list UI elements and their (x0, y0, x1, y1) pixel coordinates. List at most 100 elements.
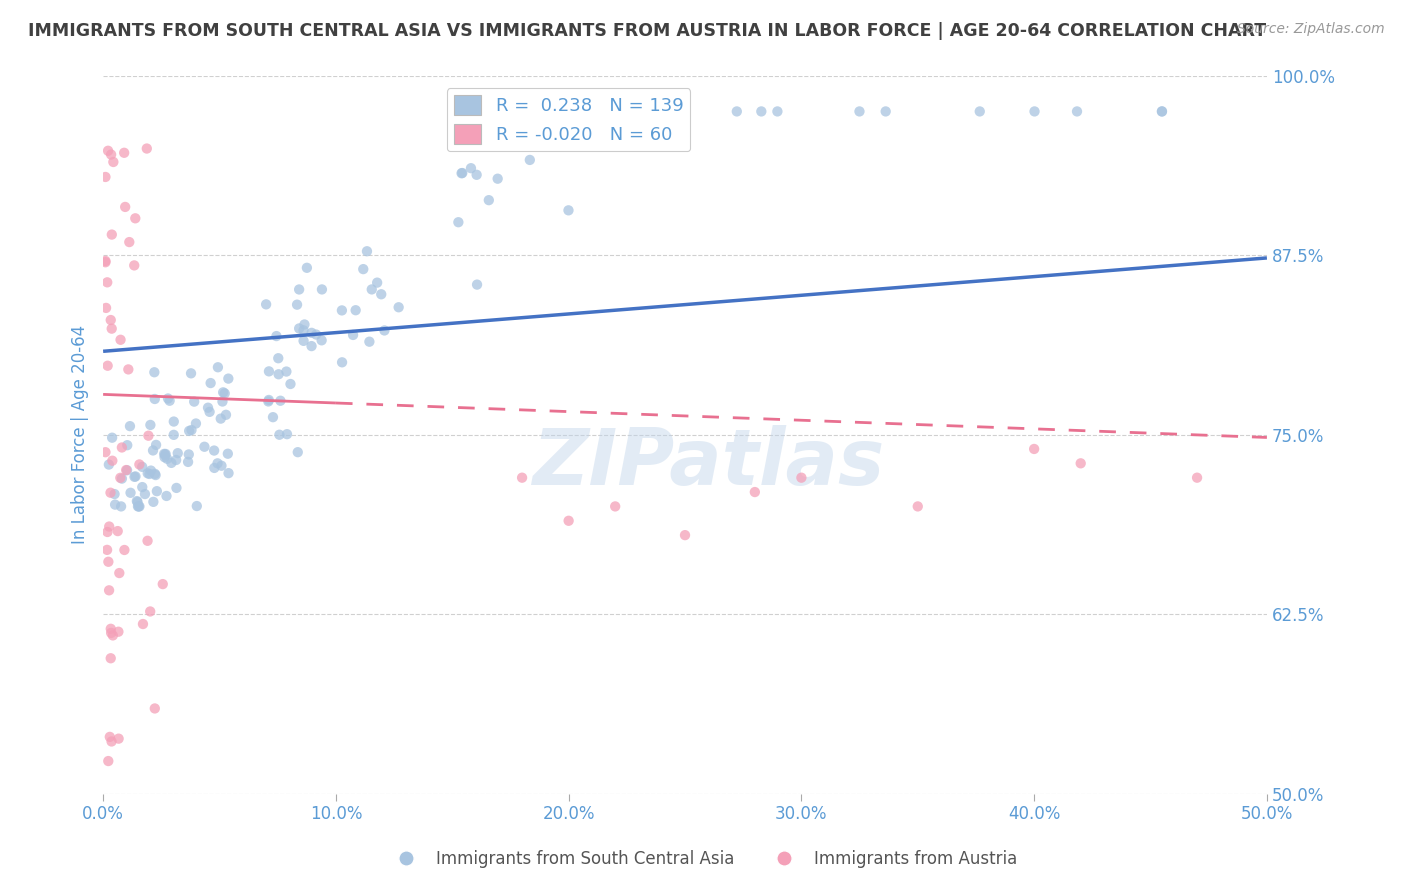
Point (262, 410, 284, 425)
Point (451, 166, 474, 180)
Point (589, 104, 612, 119)
Point (450, 166, 472, 180)
Point (179, 424, 201, 438)
Point (100, 651, 122, 665)
Point (276, 365, 298, 379)
Point (460, 161, 482, 176)
Point (100, 485, 122, 500)
Point (498, 136, 520, 151)
Point (766, 104, 789, 119)
Point (668, 104, 690, 119)
Point (266, 329, 288, 343)
Point (94, 169, 117, 184)
Point (330, 355, 353, 369)
Point (107, 731, 129, 746)
Point (287, 445, 309, 459)
Point (97, 144, 120, 158)
Point (112, 145, 135, 160)
Point (138, 467, 160, 481)
Text: ZIPatlas: ZIPatlas (531, 425, 884, 501)
Point (166, 446, 188, 460)
Point (790, 471, 813, 485)
Point (209, 411, 232, 425)
Point (212, 385, 235, 400)
Point (155, 489, 177, 503)
Point (1185, 471, 1208, 485)
Point (214, 386, 236, 401)
Point (97, 754, 120, 768)
Point (111, 441, 134, 455)
Point (1150, 104, 1173, 119)
Point (110, 500, 132, 514)
Point (1024, 104, 1046, 119)
Point (301, 326, 323, 340)
Point (342, 328, 364, 343)
Point (186, 499, 208, 513)
Point (100, 622, 122, 636)
Point (215, 408, 238, 422)
Point (280, 376, 302, 391)
Point (110, 471, 132, 485)
Point (100, 321, 122, 335)
Y-axis label: In Labor Force | Age 20-64: In Labor Force | Age 20-64 (72, 325, 89, 544)
Point (100, 147, 122, 161)
Point (100, 626, 122, 640)
Point (969, 104, 991, 119)
Point (848, 104, 870, 119)
Point (94, 445, 117, 459)
Point (288, 321, 311, 335)
Point (1070, 456, 1092, 470)
Point (163, 415, 186, 429)
Point (111, 472, 134, 486)
Point (744, 485, 766, 500)
Point (131, 480, 153, 494)
Point (269, 427, 291, 442)
Point (269, 393, 291, 408)
Point (725, 104, 748, 119)
Point (217, 447, 239, 461)
Point (197, 401, 219, 415)
Point (124, 469, 146, 483)
Point (352, 262, 374, 277)
Point (100, 734, 122, 748)
Point (160, 456, 183, 470)
Point (294, 318, 316, 332)
Point (138, 428, 160, 442)
Point (557, 203, 579, 218)
Point (143, 701, 166, 715)
Point (145, 468, 167, 483)
Point (112, 543, 135, 558)
Point (211, 458, 233, 473)
Point (465, 277, 488, 292)
Point (218, 466, 240, 480)
Point (276, 427, 298, 442)
Point (465, 168, 488, 182)
Point (605, 500, 627, 514)
Point (202, 443, 225, 458)
Point (254, 297, 277, 311)
Legend: R =  0.238   N = 139, R = -0.020   N = 60: R = 0.238 N = 139, R = -0.020 N = 60 (447, 88, 690, 152)
Point (139, 464, 162, 478)
Point (628, 104, 651, 119)
Point (606, 104, 628, 119)
Point (673, 528, 696, 542)
Point (177, 447, 200, 461)
Point (163, 428, 186, 442)
Point (96, 542, 118, 557)
Point (139, 604, 162, 618)
Point (94, 301, 117, 315)
Point (131, 459, 153, 474)
Point (96, 276, 118, 290)
Point (117, 438, 139, 452)
Point (97, 458, 120, 472)
Point (143, 392, 166, 406)
Point (142, 443, 165, 458)
Point (292, 323, 315, 337)
Point (101, 227, 124, 242)
Point (118, 419, 141, 434)
Point (295, 260, 318, 275)
Point (519, 153, 541, 167)
Point (207, 456, 229, 470)
Point (193, 440, 215, 454)
Point (139, 417, 162, 432)
